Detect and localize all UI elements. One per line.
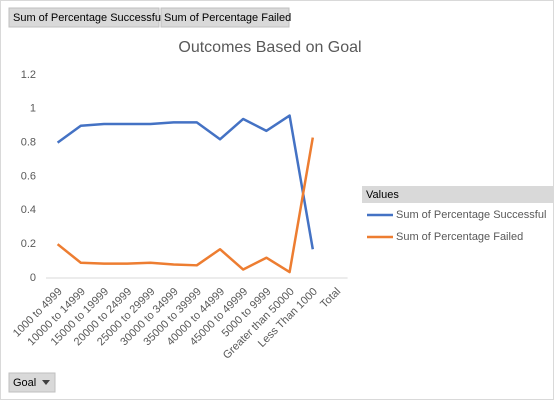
chart-title: Outcomes Based on Goal xyxy=(178,39,361,56)
legend-title: Values xyxy=(366,189,399,201)
field-button-label: Sum of Percentage Successful xyxy=(13,12,163,24)
y-tick-label: 0.2 xyxy=(21,238,36,250)
dropdown-icon xyxy=(42,380,50,385)
y-tick-label: 1.2 xyxy=(21,69,36,81)
series-line xyxy=(56,114,315,250)
field-button-label: Sum of Percentage Failed xyxy=(164,12,291,24)
field-button[interactable] xyxy=(8,7,160,28)
y-tick-label: 0 xyxy=(30,272,36,284)
legend-label: Sum of Percentage Successful xyxy=(396,209,546,221)
y-tick-label: 1 xyxy=(30,103,36,115)
y-tick-label: 0.6 xyxy=(21,170,36,182)
y-tick-label: 0.4 xyxy=(21,204,36,216)
y-tick-label: 0.8 xyxy=(21,137,36,149)
series-line xyxy=(56,137,315,274)
field-button[interactable] xyxy=(8,372,56,393)
field-button-label: Goal xyxy=(13,377,36,389)
legend-label: Sum of Percentage Failed xyxy=(396,231,523,243)
field-button[interactable] xyxy=(160,7,290,28)
legend-title-bg xyxy=(362,186,554,203)
